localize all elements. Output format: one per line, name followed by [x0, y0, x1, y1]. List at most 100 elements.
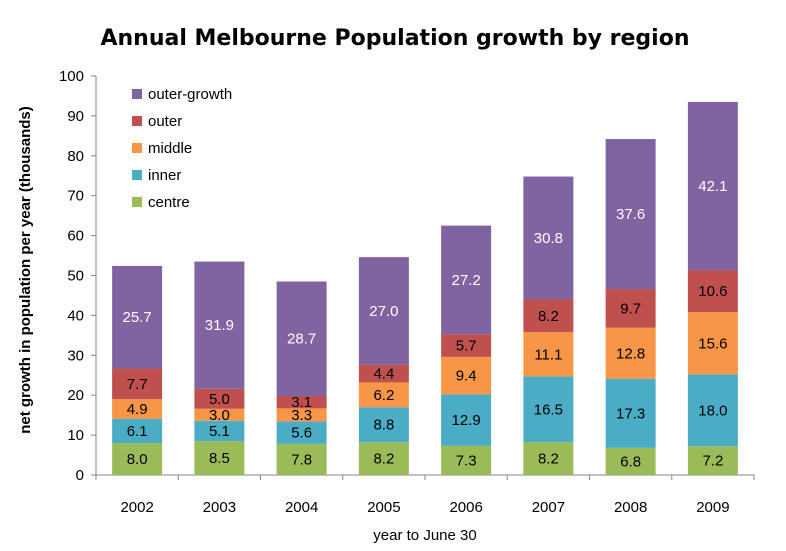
data-label: 6.1	[127, 423, 148, 440]
data-label: 31.9	[205, 317, 234, 334]
legend-label: outer	[148, 113, 182, 130]
bar-segment-middle	[112, 399, 163, 419]
y-tick-label: 90	[67, 108, 84, 125]
data-label: 8.2	[538, 308, 559, 325]
data-label: 10.6	[698, 283, 727, 300]
data-label: 5.7	[456, 338, 477, 355]
legend-label: outer-growth	[148, 86, 232, 103]
x-tick-label: 2008	[614, 499, 647, 516]
y-tick-label: 100	[59, 68, 84, 85]
bar-segment-middle	[194, 408, 245, 421]
data-label: 4.9	[127, 401, 148, 418]
bar-segment-outer-growth	[687, 101, 738, 270]
data-label: 30.8	[534, 230, 563, 247]
data-label: 7.8	[291, 451, 312, 468]
data-label: 16.5	[534, 401, 563, 418]
data-label: 12.9	[452, 412, 481, 429]
bar-segment-outer-growth	[523, 176, 574, 300]
bar-segment-middle	[441, 356, 492, 395]
bar-segment-inner	[194, 420, 245, 442]
data-label: 18.0	[698, 402, 727, 419]
y-tick-label: 0	[76, 467, 84, 484]
data-label: 8.2	[538, 451, 559, 468]
bar-segment-outer	[605, 289, 656, 328]
bar-segment-outer	[112, 368, 163, 400]
bar-segment-outer	[523, 299, 574, 333]
bar-segment-outer-growth	[276, 281, 327, 396]
bar-segment-centre	[358, 442, 409, 475]
legend-swatch-middle	[132, 143, 142, 153]
bar-segment-centre	[605, 447, 656, 475]
data-label: 3.0	[209, 407, 230, 424]
bar-segment-outer-growth	[112, 265, 163, 369]
bar-segment-centre	[194, 441, 245, 475]
data-label: 6.8	[620, 453, 641, 470]
data-label: 15.6	[698, 335, 727, 352]
bar-segment-outer-growth	[605, 139, 656, 290]
bar-segment-outer	[441, 334, 492, 357]
bar-segment-inner	[358, 407, 409, 443]
bar-segment-inner	[276, 421, 327, 444]
data-label: 37.6	[616, 206, 645, 223]
legend: outer-growth outer middle inner centre	[132, 86, 232, 211]
data-label: 27.0	[369, 303, 398, 320]
y-tick-label: 20	[67, 387, 84, 404]
x-tick-label: 2003	[203, 499, 236, 516]
y-tick-label: 80	[67, 148, 84, 165]
data-label: 27.2	[452, 272, 481, 289]
y-tick-label: 60	[67, 228, 84, 245]
data-label: 8.0	[127, 451, 148, 468]
y-axis-label: net growth in population per year (thous…	[17, 106, 34, 434]
bars-group: 8.06.14.97.725.78.55.13.05.031.97.85.63.…	[112, 101, 738, 475]
data-label: 28.7	[287, 331, 316, 348]
bar-segment-outer	[358, 364, 409, 383]
bar-segment-centre	[276, 443, 327, 475]
bar-segment-outer-growth	[194, 261, 245, 389]
bar-segment-outer-growth	[358, 257, 409, 365]
y-tick-label: 40	[67, 307, 84, 324]
chart-title: Annual Melbourne Population growth by re…	[100, 26, 689, 51]
data-label: 5.6	[291, 425, 312, 442]
data-label: 42.1	[698, 178, 727, 195]
bar-segment-inner	[441, 394, 492, 446]
bar-segment-middle	[276, 408, 327, 422]
bar-segment-middle	[687, 312, 738, 375]
x-tick-label: 2004	[285, 499, 318, 516]
legend-label: centre	[148, 194, 190, 211]
x-tick-label: 2009	[696, 499, 729, 516]
data-label: 12.8	[616, 345, 645, 362]
bar-segment-middle	[523, 332, 574, 377]
x-tick-label: 2002	[120, 499, 153, 516]
bar-segment-centre	[441, 445, 492, 475]
bar-segment-inner	[523, 376, 574, 443]
data-label: 5.0	[209, 391, 230, 408]
y-tick-label: 50	[67, 268, 84, 285]
data-label: 3.1	[291, 394, 312, 411]
data-label: 7.2	[702, 453, 723, 470]
bar-segment-middle	[605, 327, 656, 379]
data-label: 8.5	[209, 450, 230, 467]
x-tick-label: 2007	[532, 499, 565, 516]
y-tick-label: 30	[67, 347, 84, 364]
data-label: 6.2	[373, 387, 394, 404]
data-label: 4.4	[373, 366, 394, 383]
data-label: 7.7	[127, 376, 148, 393]
y-tick-label: 70	[67, 188, 84, 205]
x-axis-label: year to June 30	[373, 527, 476, 544]
bar-segment-outer	[687, 269, 738, 313]
legend-swatch-inner	[132, 170, 142, 180]
data-label: 8.8	[373, 417, 394, 434]
bar-segment-inner	[687, 374, 738, 447]
x-tick-label: 2005	[367, 499, 400, 516]
axes: 0 10 20 30 40 50 60 70 80 90 100 2002 2003 2004 2005 20…	[59, 68, 755, 516]
legend-swatch-outer-growth	[132, 89, 142, 99]
x-tick-label: 2006	[449, 499, 482, 516]
bar-segment-centre	[523, 442, 574, 475]
bar-segment-outer	[276, 395, 327, 409]
bar-segment-centre	[687, 446, 738, 475]
data-label: 17.3	[616, 405, 645, 422]
data-label: 9.4	[456, 368, 477, 385]
bar-segment-middle	[358, 382, 409, 408]
bar-segment-outer	[194, 388, 245, 409]
